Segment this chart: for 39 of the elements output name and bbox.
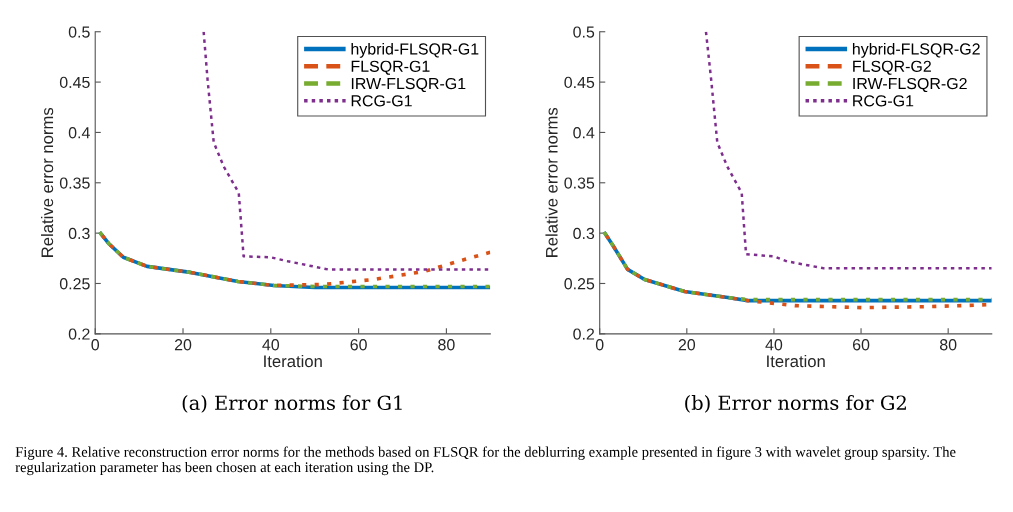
x-tick-label: 20: [678, 339, 696, 351]
x-tick-label: 60: [852, 339, 870, 351]
legend-label: IRW-FLSQR-G2: [853, 77, 967, 93]
y-tick-label: 0.35: [564, 177, 595, 189]
x-tick-label: 60: [350, 339, 367, 351]
y-tick-label: 0.45: [564, 76, 595, 89]
legend-label: RCG-G1: [351, 95, 412, 107]
legend-label: hybrid-FLSQR-G1: [351, 42, 479, 58]
y-tick-label: 0.45: [59, 76, 90, 89]
caption: Figure 4. Relative reconstruction error norms for the methods based on FLSQR for the deblurring example presented in figure 3 with wavelet group sparsity. The regularization parameter has been chosen at each iteration using the DP.: [15, 446, 956, 476]
x-tick-label: 0: [595, 339, 604, 351]
legend-label: IRW-FLSQR-G1: [351, 77, 466, 93]
y-tick-label: 0.25: [59, 278, 90, 290]
x-axis-title: Iteration: [264, 354, 322, 368]
y-tick-label: 0.3: [573, 227, 595, 240]
x-tick-label: 20: [174, 339, 192, 351]
legend-label: FLSQR-G2: [853, 60, 931, 75]
y-tick-label: 0.3: [68, 227, 90, 240]
y-tick-label: 0.25: [564, 278, 595, 290]
x-tick-label: 80: [939, 339, 957, 351]
y-tick-label: 0.5: [68, 26, 90, 38]
legend-label: RCG-G1: [853, 95, 914, 107]
y-tick-label: 0.2: [573, 328, 595, 340]
y-tick-label: 0.4: [68, 127, 90, 139]
x-tick-label: 40: [765, 339, 783, 351]
text: (a) Error norms for G1: [182, 395, 402, 413]
y-axis-title: Relative error norms: [545, 107, 558, 257]
x-tick-label: 80: [438, 339, 455, 351]
legend-label: FLSQR-G1: [351, 60, 430, 75]
legend-label: hybrid-FLSQR-G2: [852, 42, 980, 58]
y-tick-label: 0.2: [68, 328, 90, 340]
x-axis-title: Iteration: [767, 354, 825, 368]
x-tick-label: 40: [262, 339, 280, 351]
x-tick-label: 0: [91, 339, 100, 351]
y-tick-label: 0.35: [59, 177, 90, 189]
y-tick-label: 0.4: [573, 127, 595, 139]
text: (b) Error norms for G2: [685, 395, 906, 413]
y-tick-label: 0.5: [573, 26, 595, 38]
y-axis-title: Relative error norms: [40, 107, 54, 257]
